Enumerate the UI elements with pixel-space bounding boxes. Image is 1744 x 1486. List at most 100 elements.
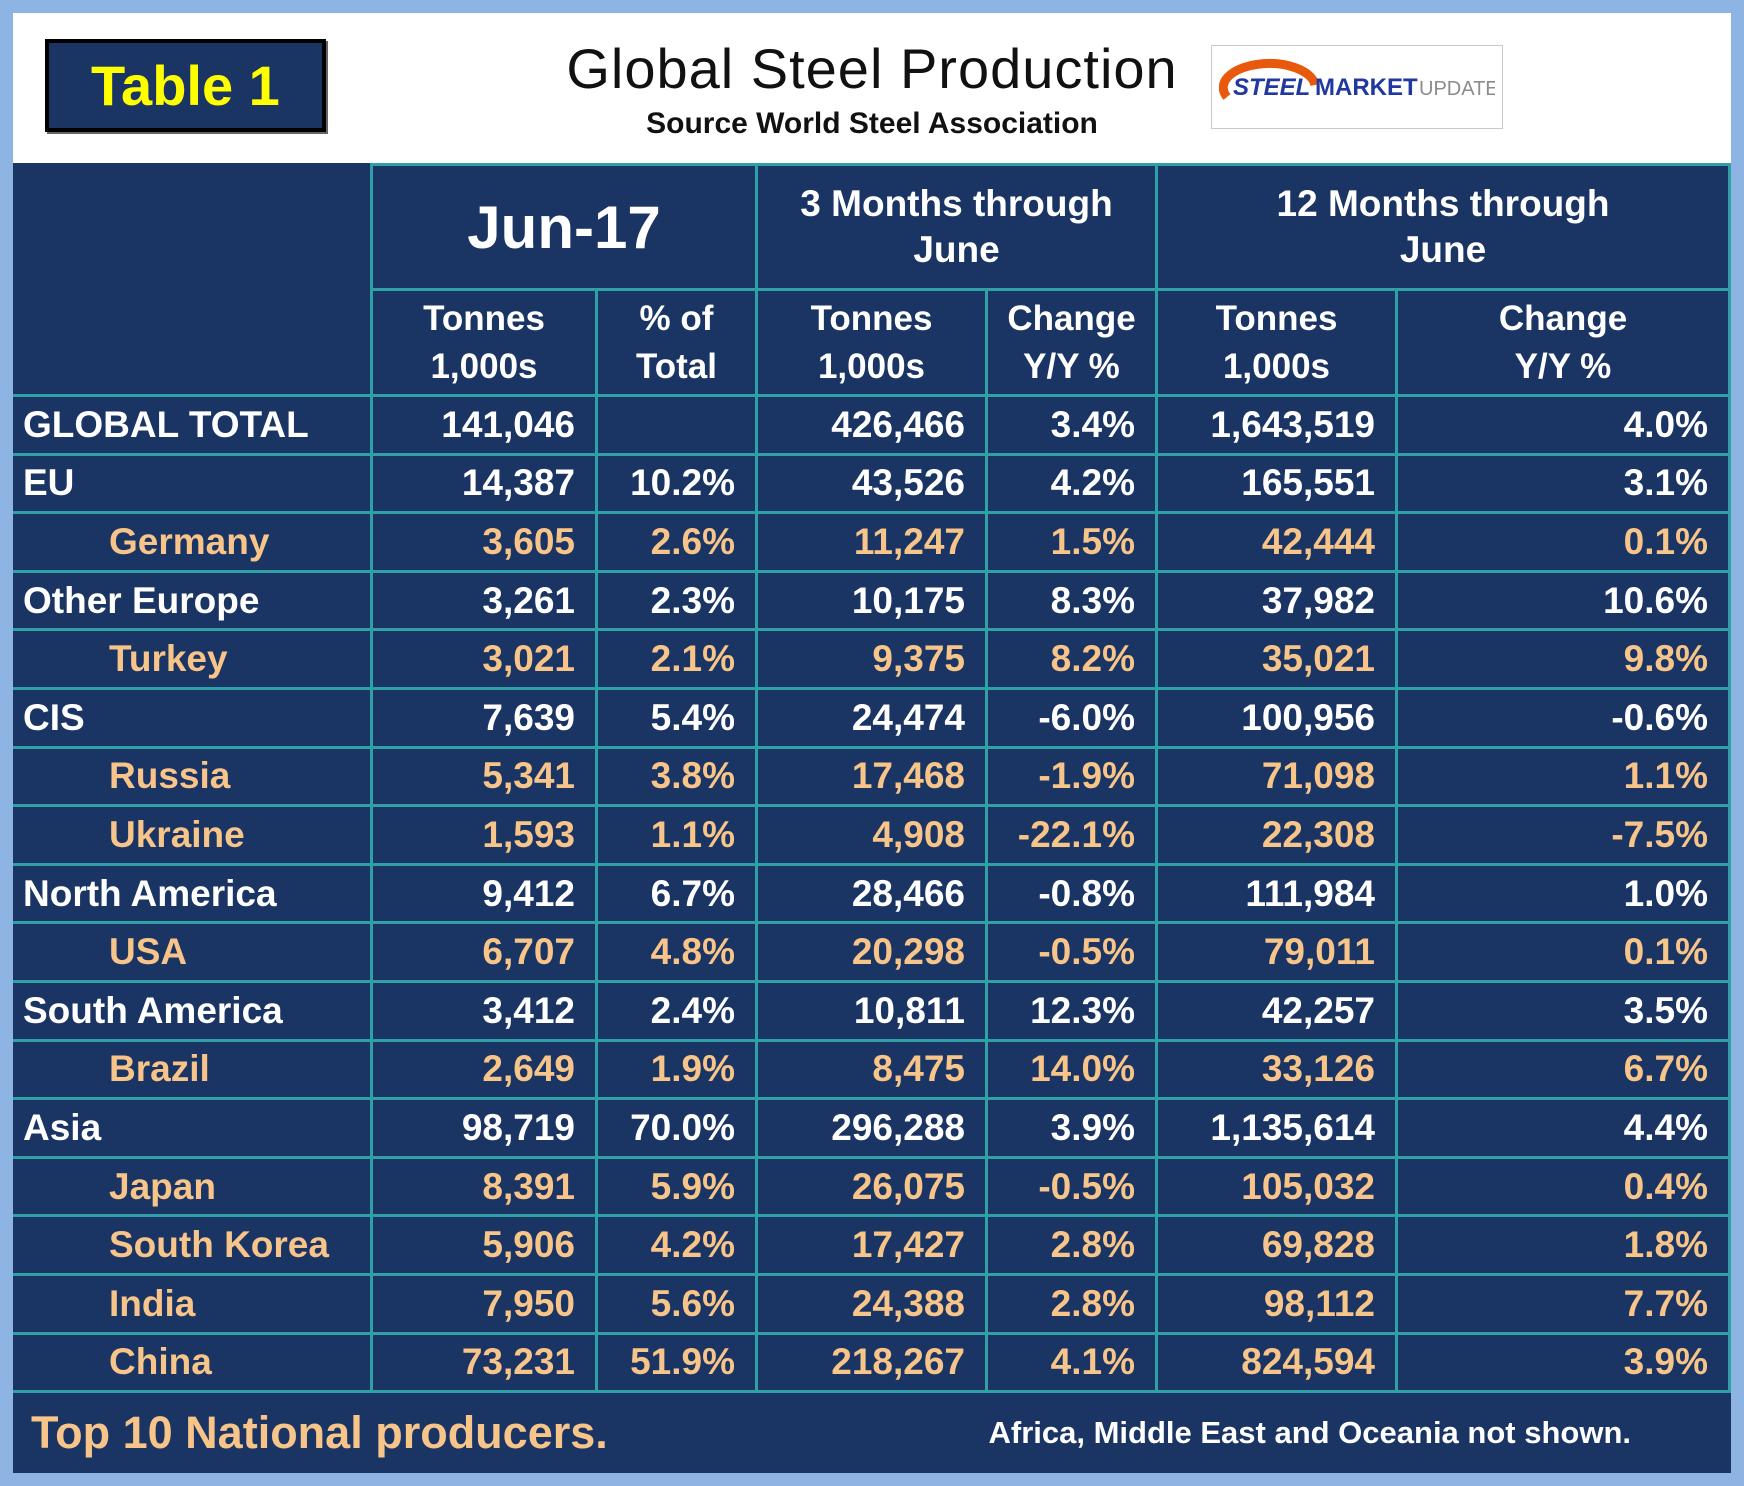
m3-tonnes-cell: 28,466 — [758, 865, 988, 925]
jun-pct-cell: 1.1% — [598, 807, 758, 866]
logo-swoosh-icon — [1219, 59, 1320, 100]
m3-change-cell: 3.4% — [988, 397, 1158, 456]
col-group-jun17: Jun-17 — [373, 163, 758, 291]
jun-pct-cell: 4.8% — [598, 924, 758, 983]
jun-tonnes-cell: 3,605 — [373, 514, 598, 573]
m12-change-cell: 6.7% — [1398, 1041, 1731, 1101]
m12-change-cell: 0.4% — [1398, 1158, 1731, 1218]
col-group-12months: 12 Months through June — [1158, 163, 1731, 291]
m12-change-cell: 4.4% — [1398, 1100, 1731, 1159]
jun-tonnes-cell: 6,707 — [373, 924, 598, 983]
m3-change-cell: 8.2% — [988, 631, 1158, 690]
table-label-box: Table 1 — [45, 39, 326, 132]
m12-change-cell: -7.5% — [1398, 807, 1731, 866]
m3-tonnes-cell: 4,908 — [758, 807, 988, 866]
table-row: South Korea 5,906 4.2% 17,427 2.8% 69,82… — [13, 1217, 1731, 1276]
m12-tonnes-cell: 100,956 — [1158, 689, 1398, 749]
jun-tonnes-cell: 9,412 — [373, 865, 598, 925]
m3-tonnes-cell: 296,288 — [758, 1100, 988, 1159]
jun-tonnes-cell: 2,649 — [373, 1041, 598, 1101]
jun-pct-cell: 2.1% — [598, 631, 758, 690]
table-row: EU 14,387 10.2% 43,526 4.2% 165,551 3.1% — [13, 455, 1731, 515]
table-row: USA 6,707 4.8% 20,298 -0.5% 79,011 0.1% — [13, 924, 1731, 983]
table-header-columns: Tonnes 1,000s % of Total Tonnes 1,000s C… — [13, 291, 1731, 397]
m12-change-cell: 7.7% — [1398, 1275, 1731, 1335]
m3-tonnes-cell: 11,247 — [758, 514, 988, 573]
jun-tonnes-cell: 5,341 — [373, 748, 598, 808]
logo-market-text: MARKET — [1315, 74, 1418, 101]
row-label: China — [13, 1334, 373, 1394]
m12-tonnes-cell: 1,135,614 — [1158, 1100, 1398, 1159]
table-header-groups: Jun-17 3 Months through June 12 Months t… — [13, 163, 1731, 291]
m12-change-cell: 0.1% — [1398, 924, 1731, 983]
m12-tonnes-cell: 111,984 — [1158, 865, 1398, 925]
jun-tonnes-cell: 5,906 — [373, 1217, 598, 1276]
row-label: GLOBAL TOTAL — [13, 397, 373, 456]
m12-tonnes-cell: 33,126 — [1158, 1041, 1398, 1101]
m3-tonnes-cell: 24,388 — [758, 1275, 988, 1335]
row-label: Asia — [13, 1100, 373, 1159]
table-row: North America 9,412 6.7% 28,466 -0.8% 11… — [13, 865, 1731, 925]
jun-pct-cell: 2.4% — [598, 982, 758, 1042]
row-label: India — [13, 1275, 373, 1335]
logo-update-text: UPDATE — [1419, 78, 1495, 100]
jun-tonnes-cell: 1,593 — [373, 807, 598, 866]
m12-change-cell: 4.0% — [1398, 397, 1731, 456]
m3-change-cell: 2.8% — [988, 1217, 1158, 1276]
m3-change-cell: 8.3% — [988, 572, 1158, 632]
m3-tonnes-cell: 24,474 — [758, 689, 988, 749]
row-label: Brazil — [13, 1041, 373, 1101]
col-header-3mo-tonnes: Tonnes 1,000s — [758, 291, 988, 397]
m12-change-cell: 1.0% — [1398, 865, 1731, 925]
m12-change-cell: 0.1% — [1398, 514, 1731, 573]
row-label: South America — [13, 982, 373, 1042]
m12-change-cell: 3.9% — [1398, 1334, 1731, 1394]
m3-tonnes-cell: 9,375 — [758, 631, 988, 690]
footer-note-left: Top 10 National producers. — [31, 1407, 608, 1458]
m12-tonnes-cell: 71,098 — [1158, 748, 1398, 808]
m12-tonnes-cell: 824,594 — [1158, 1334, 1398, 1394]
m12-change-cell: 1.1% — [1398, 748, 1731, 808]
row-label: Germany — [13, 514, 373, 573]
m3-change-cell: -6.0% — [988, 689, 1158, 749]
row-label: Russia — [13, 748, 373, 808]
m12-change-cell: 3.5% — [1398, 982, 1731, 1042]
jun-pct-cell: 6.7% — [598, 865, 758, 925]
jun-pct-cell: 3.8% — [598, 748, 758, 808]
m3-change-cell: -1.9% — [988, 748, 1158, 808]
m3-tonnes-cell: 20,298 — [758, 924, 988, 983]
m12-change-cell: 10.6% — [1398, 572, 1731, 632]
col-header-jun-tonnes: Tonnes 1,000s — [373, 291, 598, 397]
jun-pct-cell: 5.6% — [598, 1275, 758, 1335]
m3-change-cell: 14.0% — [988, 1041, 1158, 1101]
m3-tonnes-cell: 218,267 — [758, 1334, 988, 1394]
table-label: Table 1 — [91, 54, 280, 117]
m12-tonnes-cell: 37,982 — [1158, 572, 1398, 632]
row-label: Japan — [13, 1158, 373, 1218]
row-label: Turkey — [13, 631, 373, 690]
m12-tonnes-cell: 69,828 — [1158, 1217, 1398, 1276]
table-row: Germany 3,605 2.6% 11,247 1.5% 42,444 0.… — [13, 514, 1731, 573]
row-label: South Korea — [13, 1217, 373, 1276]
m3-change-cell: -22.1% — [988, 807, 1158, 866]
table-row: GLOBAL TOTAL 141,046 426,466 3.4% 1,643,… — [13, 397, 1731, 456]
m12-tonnes-cell: 105,032 — [1158, 1158, 1398, 1218]
table-body: Jun-17 3 Months through June 12 Months t… — [13, 163, 1731, 1394]
table-row: Asia 98,719 70.0% 296,288 3.9% 1,135,614… — [13, 1100, 1731, 1159]
table-row: Ukraine 1,593 1.1% 4,908 -22.1% 22,308 -… — [13, 807, 1731, 866]
table-row: Japan 8,391 5.9% 26,075 -0.5% 105,032 0.… — [13, 1158, 1731, 1218]
m12-tonnes-cell: 42,257 — [1158, 982, 1398, 1042]
m3-tonnes-cell: 17,427 — [758, 1217, 988, 1276]
logo-steel-text: STEEL — [1233, 74, 1310, 101]
jun-pct-cell: 4.2% — [598, 1217, 758, 1276]
row-label: North America — [13, 865, 373, 925]
smu-logo-graphic: STEEL MARKET UPDATE — [1219, 59, 1495, 101]
jun-pct-cell: 70.0% — [598, 1100, 758, 1159]
jun-tonnes-cell: 3,261 — [373, 572, 598, 632]
m12-tonnes-cell: 165,551 — [1158, 455, 1398, 515]
m3-tonnes-cell: 43,526 — [758, 455, 988, 515]
jun-tonnes-cell: 8,391 — [373, 1158, 598, 1218]
table-row: Other Europe 3,261 2.3% 10,175 8.3% 37,9… — [13, 572, 1731, 632]
table-row: Brazil 2,649 1.9% 8,475 14.0% 33,126 6.7… — [13, 1041, 1731, 1101]
